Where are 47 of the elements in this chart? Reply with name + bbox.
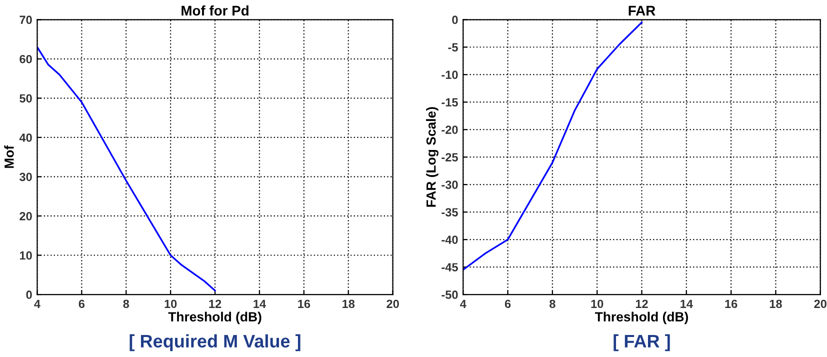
x-tick-label: 16	[298, 300, 310, 308]
x-tick-label: 12	[636, 300, 648, 308]
x-tick-label: 10	[591, 300, 604, 308]
y-tick-label: -15	[442, 98, 458, 106]
y-tick-label: 10	[20, 251, 32, 260]
y-tick-label: -5	[448, 43, 458, 52]
x-tick-label: 4	[460, 300, 466, 308]
y-axis-title: FAR (Log Scale)	[426, 107, 438, 207]
y-tick-label: 60	[20, 54, 32, 64]
y-tick-label: 0	[26, 290, 32, 299]
x-tick-label: 16	[725, 300, 738, 308]
chart-title: FAR	[628, 6, 656, 16]
y-tick-label: -45	[442, 263, 458, 272]
y-tick-label: -25	[442, 153, 458, 162]
x-tick-label: 18	[770, 300, 782, 308]
x-tick-label: 20	[814, 300, 826, 308]
x-tick-label: 20	[386, 300, 399, 308]
x-axis-title: Threshold (dB)	[594, 312, 688, 324]
y-tick-label: 0	[452, 16, 458, 24]
x-tick-label: 14	[254, 300, 266, 308]
y-tick-label: 30	[19, 172, 32, 182]
y-tick-label: 40	[19, 133, 32, 142]
y-tick-label: -30	[442, 180, 458, 189]
y-tick-label: 50	[20, 94, 32, 103]
y-tick-label: -50	[442, 290, 458, 299]
x-tick-label: 6	[78, 300, 85, 308]
y-axis-title: Mof	[4, 145, 14, 168]
x-tick-label: 18	[342, 300, 355, 308]
y-tick-label: 70	[20, 16, 32, 24]
x-tick-label: 12	[209, 300, 222, 308]
y-tick-label: -35	[442, 208, 458, 216]
line-series	[37, 46, 216, 292]
y-tick-label: -20	[442, 126, 458, 134]
x-tick-label: 8	[550, 300, 556, 308]
chart-title: Mof for Pd	[182, 5, 248, 16]
x-tick-label: 4	[34, 300, 40, 308]
text: [ FAR ]	[614, 334, 670, 352]
text: [ Required M Value ]	[130, 334, 300, 352]
x-tick-label: 14	[680, 300, 693, 308]
x-tick-label: 8	[123, 300, 130, 308]
y-tick-label: 20	[20, 212, 32, 220]
line-series	[463, 22, 643, 271]
x-axis-title: Threshold (dB)	[168, 312, 262, 324]
x-tick-label: 10	[164, 300, 177, 308]
x-tick-label: 6	[504, 300, 511, 308]
y-tick-label: -40	[442, 236, 458, 244]
y-tick-label: -10	[442, 70, 458, 80]
